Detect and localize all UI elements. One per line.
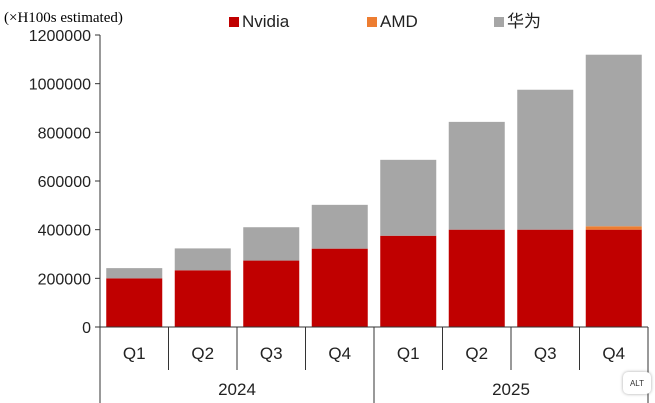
bar-华为-1 [174,248,231,271]
bar-nvidia-1 [174,270,231,327]
legend: Nvidia AMD 华为 [229,12,541,31]
bar-华为-4 [380,159,437,236]
y-tick-label: 1000000 [29,77,91,94]
y-tick-label: 600000 [38,174,91,191]
x-category-label: Q1 [397,344,420,363]
bar-华为-7 [585,54,642,227]
legend-label-nvidia: Nvidia [242,12,290,31]
bar-nvidia-0 [106,278,163,327]
x-category-label: Q4 [328,344,351,363]
bar-nvidia-7 [585,229,642,327]
alt-badge[interactable]: ALT [623,372,651,394]
y-tick-label: 400000 [38,223,91,240]
legend-swatch-nvidia [229,17,239,27]
legend-label-华为: 华为 [507,12,541,31]
y-tick-label: 1200000 [29,28,91,45]
bar-华为-2 [243,227,300,261]
legend-label-amd: AMD [380,12,418,31]
bar-华为-0 [106,268,163,279]
bar-华为-3 [311,204,368,249]
x-category-label: Q1 [123,344,146,363]
x-category-label: Q3 [260,344,283,363]
x-category-label: Q4 [602,344,625,363]
bars [106,54,642,327]
bar-nvidia-2 [243,260,300,327]
bar-nvidia-3 [311,248,368,327]
bar-nvidia-5 [448,229,505,327]
legend-swatch-amd [367,17,377,27]
x-category-label: Q2 [465,344,488,363]
legend-swatch-华为 [494,17,504,27]
x-category-label: Q2 [191,344,214,363]
unit-label: (×H100s estimated) [4,10,123,26]
bar-nvidia-4 [380,235,437,327]
y-axis: 0 200000 400000 600000 800000 1000000 1200000 [29,28,101,337]
x-category-label: Q3 [534,344,557,363]
y-tick-label: 200000 [38,271,91,288]
y-tick-label: 800000 [38,125,91,142]
bar-amd-7 [585,226,642,230]
bar-nvidia-6 [517,229,574,327]
bar-华为-5 [448,121,505,230]
y-tick-label: 0 [82,320,91,337]
x-axis: Q1 Q2 Q3 Q4 Q1 Q2 Q3 Q4 2024 2025 [99,326,649,403]
x-group-label: 2024 [218,380,256,399]
x-group-label: 2025 [492,380,530,399]
bar-华为-6 [517,89,574,230]
